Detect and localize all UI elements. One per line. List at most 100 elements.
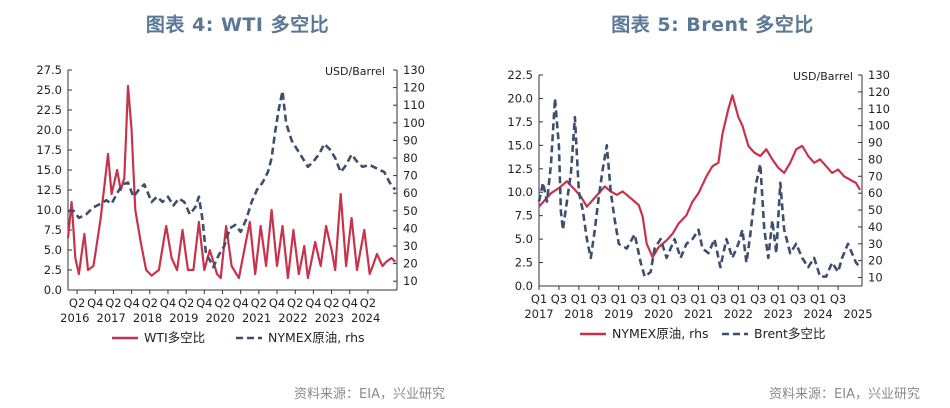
right-y-tick-label: 120 bbox=[868, 85, 890, 99]
x-quarter-label: Q3 bbox=[750, 292, 766, 306]
left-y-tick-label: 10.0 bbox=[36, 203, 62, 217]
x-year-label: 2022 bbox=[278, 311, 307, 325]
brent-chart-svg: 0.0 2.5 5.0 7.5 10.0 12.5 15.0 17.5 20.0 22.5 10 20… bbox=[507, 68, 890, 341]
x-quarter-label: Q1 bbox=[611, 292, 627, 306]
left-y-tick-label: 0.0 bbox=[44, 283, 62, 297]
x-quarter-label: Q2 bbox=[105, 296, 121, 310]
series-line-1 bbox=[66, 84, 397, 280]
right-y-tick-label: 70 bbox=[403, 169, 418, 183]
wti-chart-panel: 图表 4: WTI 多空比 0.0 2.5 5.0 7.5 10.0 12.5 15.0 17… bbox=[36, 14, 445, 402]
x-quarter-label: Q3 bbox=[551, 292, 567, 306]
x-quarter-label: Q2 bbox=[178, 296, 194, 310]
x-quarter-label: Q4 bbox=[232, 296, 248, 310]
right-y-tick-label: 40 bbox=[868, 220, 883, 234]
x-quarter-label: Q1 bbox=[770, 292, 786, 306]
left-y-tick-label: 22.5 bbox=[36, 103, 62, 117]
right-y-tick-label: 50 bbox=[868, 203, 883, 217]
right-y-tick-label: 10 bbox=[403, 274, 418, 288]
left-y-tick-label: 0.0 bbox=[515, 279, 533, 293]
wti-source-note: 资料来源：EIA，兴业研究 bbox=[294, 387, 445, 402]
x-quarter-label: Q1 bbox=[571, 292, 587, 306]
x-year-label: 2017 bbox=[97, 311, 126, 325]
right-y-tick-label: 60 bbox=[868, 186, 883, 200]
x-quarter-label: Q2 bbox=[251, 296, 267, 310]
left-y-tick-label: 12.5 bbox=[36, 183, 62, 197]
right-y-tick-label: 70 bbox=[868, 169, 883, 183]
left-y-tick-label: 20.0 bbox=[36, 123, 62, 137]
brent-chart-panel: 图表 5: Brent 多空比 0.0 2.5 5.0 7.5 10.0 12.5 15.0… bbox=[475, 0, 950, 408]
x-quarter-label: Q3 bbox=[631, 292, 647, 306]
left-y-tick-label: 5.0 bbox=[515, 232, 533, 246]
right-y-tick-label: 40 bbox=[403, 221, 418, 235]
right-y-tick-label: 130 bbox=[868, 68, 890, 82]
x-quarter-label: Q3 bbox=[790, 292, 806, 306]
x-quarter-label: Q2 bbox=[323, 296, 339, 310]
right-y-tick-label: 110 bbox=[403, 98, 425, 112]
legend-label: NYMEX原油, rhs bbox=[612, 326, 709, 341]
x-year-label: 2019 bbox=[604, 307, 633, 321]
x-quarter-label: Q1 bbox=[690, 292, 706, 306]
x-year-label: 2024 bbox=[803, 307, 832, 321]
left-y-tick-label: 2.5 bbox=[44, 263, 62, 277]
left-y-tick-label: 12.5 bbox=[507, 162, 533, 176]
x-quarter-label: Q4 bbox=[269, 296, 285, 310]
brent-source-note: 资料来源：EIA，兴业研究 bbox=[769, 387, 920, 402]
brent-chart-title: 图表 5: Brent 多空比 bbox=[611, 14, 814, 36]
left-y-tick-label: 22.5 bbox=[507, 68, 533, 82]
x-year-label: 2020 bbox=[644, 307, 673, 321]
left-y-tick-label: 7.5 bbox=[44, 223, 62, 237]
right-y-tick-label: 120 bbox=[403, 81, 425, 95]
right-y-tick-label: 100 bbox=[403, 116, 425, 130]
legend-label: Brent多空比 bbox=[754, 326, 825, 341]
x-year-label: 2017 bbox=[524, 307, 553, 321]
right-y-tick-label: 130 bbox=[403, 63, 425, 77]
x-year-label: 2025 bbox=[843, 307, 872, 321]
x-quarter-label: Q4 bbox=[196, 296, 212, 310]
left-y-tick-label: 7.5 bbox=[515, 209, 533, 223]
x-quarter-label: Q3 bbox=[830, 292, 846, 306]
left-y-tick-label: 15.0 bbox=[507, 138, 533, 152]
x-quarter-label: Q3 bbox=[710, 292, 726, 306]
left-y-tick-label: 15.0 bbox=[36, 163, 62, 177]
x-quarter-label: Q3 bbox=[670, 292, 686, 306]
left-y-tick-label: 2.5 bbox=[515, 256, 533, 270]
x-quarter-label: Q4 bbox=[160, 296, 176, 310]
series-line-2 bbox=[68, 89, 397, 269]
wti-chart-title: 图表 4: WTI 多空比 bbox=[145, 14, 330, 36]
series-line-1 bbox=[538, 94, 861, 259]
x-year-label: 2024 bbox=[351, 311, 380, 325]
x-quarter-label: Q1 bbox=[531, 292, 547, 306]
left-y-tick-label: 17.5 bbox=[507, 115, 533, 129]
x-quarter-label: Q3 bbox=[591, 292, 607, 306]
x-quarter-label: Q2 bbox=[287, 296, 303, 310]
x-quarter-label: Q2 bbox=[142, 296, 158, 310]
x-quarter-label: Q1 bbox=[810, 292, 826, 306]
right-y-tick-label: 20 bbox=[403, 257, 418, 271]
unit-label: USD/Barrel bbox=[793, 70, 853, 83]
right-y-tick-label: 20 bbox=[868, 254, 883, 268]
left-y-tick-label: 5.0 bbox=[44, 243, 62, 257]
right-y-tick-label: 60 bbox=[403, 186, 418, 200]
left-y-tick-label: 10.0 bbox=[507, 185, 533, 199]
right-y-tick-label: 10 bbox=[868, 271, 883, 285]
left-y-tick-label: 25.0 bbox=[36, 83, 62, 97]
x-year-label: 2022 bbox=[724, 307, 753, 321]
x-year-label: 2018 bbox=[564, 307, 593, 321]
right-y-tick-label: 80 bbox=[403, 151, 418, 165]
series-line-2 bbox=[537, 97, 861, 278]
x-year-label: 2018 bbox=[133, 311, 162, 325]
legend-label: WTI多空比 bbox=[144, 330, 205, 345]
right-y-tick-label: 30 bbox=[868, 237, 883, 251]
legend-label: NYMEX原油, rhs bbox=[268, 330, 365, 345]
x-year-label: 2023 bbox=[764, 307, 793, 321]
right-y-tick-label: 80 bbox=[868, 152, 883, 166]
x-quarter-label: Q4 bbox=[305, 296, 321, 310]
right-y-tick-label: 90 bbox=[868, 136, 883, 150]
x-year-label: 2019 bbox=[169, 311, 198, 325]
x-quarter-label: Q4 bbox=[123, 296, 139, 310]
x-quarter-label: Q1 bbox=[730, 292, 746, 306]
x-quarter-label: Q4 bbox=[87, 296, 103, 310]
x-quarter-label: Q4 bbox=[342, 296, 358, 310]
right-y-tick-label: 90 bbox=[403, 133, 418, 147]
unit-label: USD/Barrel bbox=[325, 65, 385, 78]
